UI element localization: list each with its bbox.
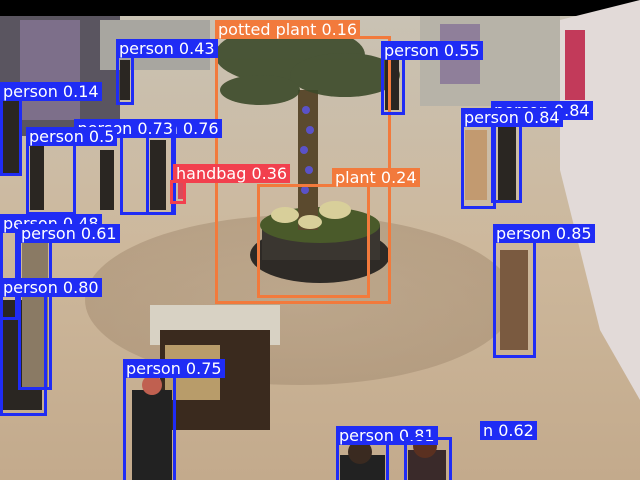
det-person-right-walker: person 0.85 <box>493 224 595 358</box>
det-person-right-b: person 0.84 <box>461 108 563 209</box>
det-label: person 0.43 <box>116 39 218 58</box>
det-label: person 0.85 <box>493 224 595 243</box>
det-person-group-left: person 0.5 <box>26 127 118 215</box>
det-label: person 0.5 <box>26 127 118 146</box>
det-plant-inner: plant 0.24 <box>257 168 420 298</box>
det-label: person 0.81 <box>336 426 438 445</box>
det-label: person 0.55 <box>381 41 483 60</box>
det-person-left-walker: person 0.61 <box>18 224 120 390</box>
det-label: handbag 0.36 <box>173 164 291 183</box>
det-label: person 0.61 <box>18 224 120 243</box>
det-label: person 0.84 <box>461 108 563 127</box>
det-label: person 0.80 <box>0 278 102 297</box>
det-person-bottom-right: n 0.62 <box>404 421 537 480</box>
det-person-bottom-kiosk: person 0.75 <box>123 359 225 480</box>
det-label: person 0.14 <box>0 82 102 101</box>
det-handbag: handbag 0.36 <box>170 164 291 204</box>
det-label: person 0.75 <box>123 359 225 378</box>
det-label: n 0.62 <box>480 421 537 440</box>
det-label: plant 0.24 <box>332 168 420 187</box>
det-label: potted plant 0.16 <box>215 20 361 39</box>
det-person-top-center: person 0.55 <box>381 41 483 115</box>
det-person-bottom-left: person 0.80 <box>0 278 102 416</box>
det-person-left-edge: person 0.14 <box>0 82 102 176</box>
det-person-far-left-top: person 0.43 <box>116 39 218 105</box>
det-person-bottom-center: person 0.81 <box>336 426 438 480</box>
